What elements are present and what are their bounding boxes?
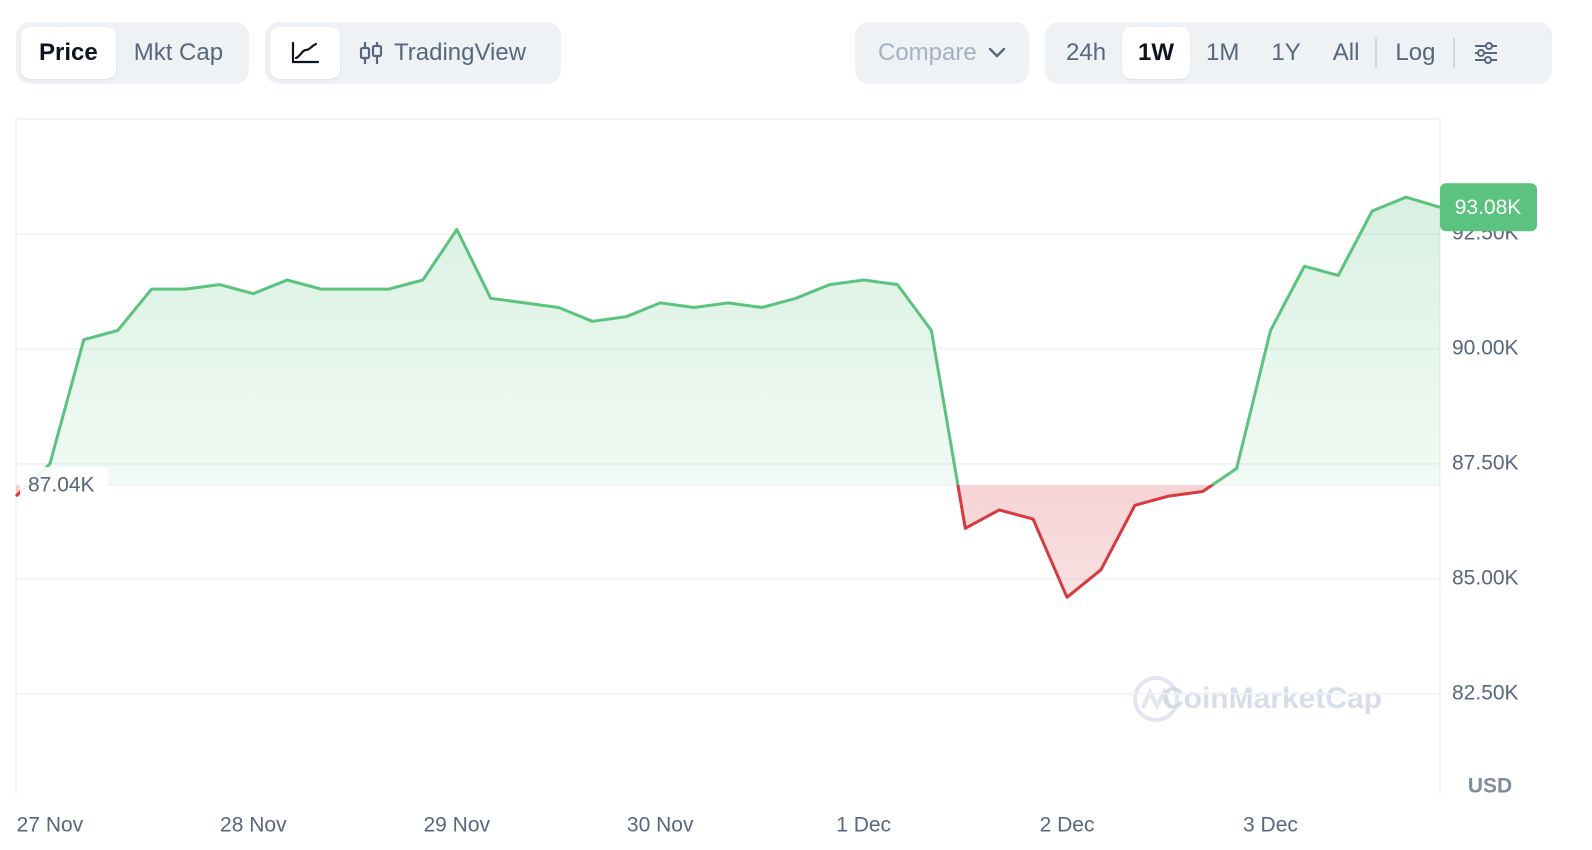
- last-value-tag: [1440, 183, 1537, 232]
- range-button[interactable]: All: [1332, 39, 1360, 66]
- separator: [1453, 38, 1456, 68]
- range-button[interactable]: 1W: [1122, 27, 1191, 79]
- candle-icon: [359, 42, 383, 64]
- mode-switch: TradingView: [265, 22, 561, 84]
- last-value-label: 93.08K: [1455, 196, 1522, 219]
- x-tick-label: 3 Dec: [1243, 814, 1298, 837]
- range-button[interactable]: 24h: [1066, 39, 1107, 66]
- mode-label: TradingView: [394, 39, 527, 66]
- view-switch: Price Mkt Cap: [16, 22, 249, 84]
- view-button[interactable]: Mkt Cap: [133, 39, 224, 66]
- x-tick-label: 28 Nov: [220, 814, 287, 837]
- settings-button[interactable]: [1455, 27, 1517, 79]
- settings-icon: [1475, 42, 1498, 64]
- x-tick-label: 30 Nov: [627, 814, 694, 837]
- y-tick-label: 87.50K: [1452, 451, 1519, 474]
- range-switch: 24h 1W 1M 1Y All Log: [1045, 22, 1552, 84]
- currency-label: USD: [1468, 775, 1512, 798]
- x-tick-label: 2 Dec: [1040, 814, 1095, 837]
- chevron-icon: [988, 47, 1005, 58]
- line-icon: [291, 41, 320, 64]
- price-line: [14, 195, 1441, 599]
- x-tick-label: 1 Dec: [836, 814, 891, 837]
- mode-button[interactable]: TradingView: [340, 27, 544, 79]
- separator: [1375, 38, 1378, 68]
- baseline-label-bg: [20, 467, 108, 502]
- x-tick-label: 27 Nov: [17, 814, 84, 837]
- watermark-logo: [1133, 676, 1179, 722]
- view-button[interactable]: Price: [21, 27, 116, 79]
- y-tick-label: 85.00K: [1452, 566, 1519, 589]
- range-button[interactable]: 1Y: [1271, 39, 1301, 66]
- range-button[interactable]: 1M: [1206, 39, 1240, 66]
- compare-button[interactable]: Compare: [860, 27, 1025, 79]
- log-button[interactable]: Log: [1395, 39, 1436, 66]
- x-tick-label: 29 Nov: [423, 814, 490, 837]
- baseline-label: 87.04K: [28, 474, 95, 497]
- y-tick-label: 90.00K: [1452, 336, 1519, 359]
- watermark: CoinMarketCap: [1162, 682, 1382, 715]
- line-mode-button[interactable]: [270, 27, 340, 79]
- compare-label: Compare: [878, 39, 977, 66]
- price-area: [16, 197, 1440, 598]
- y-tick-label: 82.50K: [1452, 681, 1519, 704]
- compare-dropdown[interactable]: Compare: [855, 22, 1029, 84]
